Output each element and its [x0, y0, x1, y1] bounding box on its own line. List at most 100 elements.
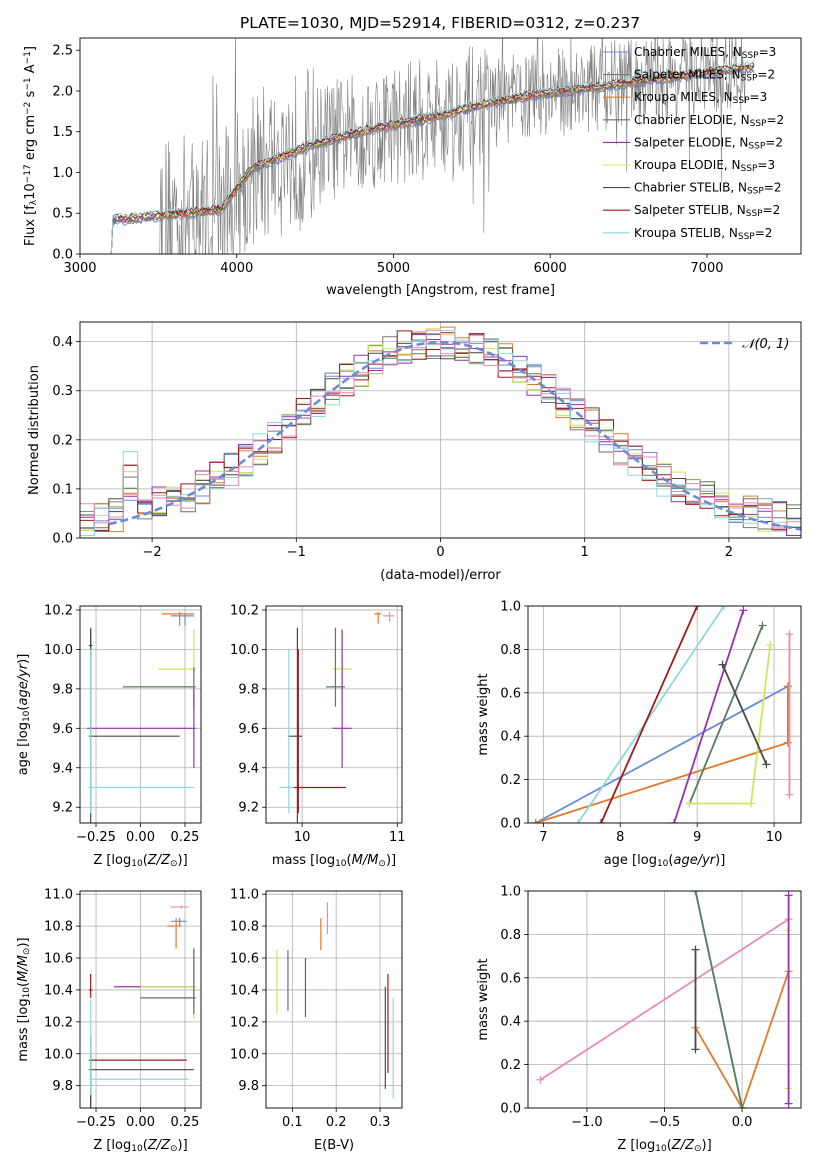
errorbar [140, 954, 196, 1019]
legend-entry: Kroupa MILES, NSSP=3 [634, 90, 767, 106]
chart-title: PLATE=1030, MJD=52914, FIBERID=0312, z=0… [240, 14, 640, 32]
weight-marker [597, 819, 606, 823]
y-tick-label: 11.0 [230, 888, 259, 903]
x-axis-label: Z [log10(Z/Z⊙)] [93, 1138, 187, 1154]
y-tick-label: 10.0 [230, 643, 259, 658]
y-tick-label: 0.3 [52, 384, 73, 399]
axes-weight-vs-Z: −1.0 −0.5 0.0 0.0 0.2 0.4 0.6 0.8 1.0 Z [log10(Z/… [476, 885, 802, 1154]
errorbar [113, 948, 196, 1016]
x-axis-label: (data-model)/error [380, 568, 501, 583]
axis-label-part: ⊙ [22, 948, 32, 956]
weight-marker [536, 1075, 545, 1084]
legend-entry: Kroupa STELIB, NSSP=2 [634, 226, 772, 242]
weight-marker [739, 606, 748, 615]
axis-label-part: Z [log [93, 1138, 131, 1153]
axis-label-part: mass [log [272, 853, 335, 868]
errorbar [88, 973, 93, 998]
errorbar [170, 613, 194, 626]
axis-label-part: =3 [759, 45, 777, 59]
y-tick-label: 9.2 [238, 801, 259, 816]
y-tick-label: 0.1 [52, 482, 73, 497]
weight-marker [718, 660, 727, 669]
y-tick-label: 0.6 [500, 971, 521, 986]
errorbar [88, 627, 180, 823]
x-tick-label: 7 [539, 830, 547, 845]
axis-label-part: SSP [742, 51, 759, 61]
errorbar [170, 918, 187, 927]
y-tick-label: 0.2 [500, 773, 521, 788]
y-tick-label: 1.5 [52, 125, 73, 140]
histogram-step [80, 333, 801, 532]
x-tick-label: 0.25 [171, 1115, 200, 1130]
axis-label-part: erg cm [23, 115, 38, 164]
axis-label-part: =2 [765, 135, 783, 149]
weight-marker [783, 682, 792, 691]
y-axis-label: mass weight [476, 673, 491, 755]
legend-entry: Salpeter STELIB, NSSP=2 [634, 203, 780, 219]
weight-marker [762, 760, 771, 769]
axis-label-part: =3 [750, 90, 768, 104]
axis-label-part: 10 [22, 987, 32, 999]
axis-label-part: M/M [16, 955, 31, 982]
y-tick-label: 0.4 [52, 335, 73, 350]
axis-label-part: =2 [755, 226, 773, 240]
plot-area [87, 611, 196, 823]
axis-label-part: ( [347, 853, 352, 868]
plot-area [279, 611, 395, 823]
axis-label-part: Z/Z [147, 1138, 171, 1153]
axis-label-part: ( [143, 853, 148, 868]
axis-label-part: −1 [23, 77, 33, 90]
errorbar [170, 905, 189, 909]
axes-frame [79, 605, 202, 824]
axis-label-part: Chabrier MILES, N [634, 45, 742, 59]
x-tick-label: 8 [616, 830, 624, 845]
axis-label-part: )] [386, 853, 396, 868]
axis-label-part: age/yr [673, 853, 716, 868]
errorbar [287, 627, 303, 823]
axis-label-part: )] [16, 654, 31, 664]
y-tick-label: 2.5 [52, 44, 73, 59]
axis-label-part: A [23, 64, 38, 77]
axis-label-part: 10 [23, 183, 38, 200]
plot-area [531, 606, 794, 823]
x-tick-label: 5000 [377, 261, 410, 276]
plot-area [536, 891, 793, 1108]
weight-line [688, 625, 764, 804]
weight-line [535, 685, 789, 823]
axis-label-part: Flux [f [23, 205, 38, 246]
y-tick-label: 10.6 [44, 952, 73, 967]
weight-marker [783, 738, 792, 747]
axis-label-part: ( [16, 982, 31, 987]
axis-label-part: Salpeter MILES, N [634, 68, 741, 82]
y-tick-label: 10.2 [44, 1015, 73, 1030]
x-tick-label: 0.1 [282, 1115, 303, 1130]
axes-frame [265, 890, 403, 1109]
model-line-kroupa-elodie [110, 63, 755, 254]
axis-label-part: Kroupa MILES, N [634, 90, 733, 104]
y-tick-label: 9.6 [238, 722, 259, 737]
y-tick-label: 9.6 [52, 722, 73, 737]
weight-marker [747, 799, 756, 808]
weight-marker [691, 945, 700, 954]
x-tick-label: 10 [766, 830, 783, 845]
x-tick-label: 0.00 [126, 830, 155, 845]
x-tick-label: 10 [294, 830, 311, 845]
weight-marker [785, 630, 794, 639]
axis-label-part: )] [16, 937, 31, 947]
x-tick-label: 0.0 [732, 1115, 753, 1130]
model-line-kroupa-miles [110, 66, 755, 254]
x-axis-label: age [log10(age/yr)] [604, 853, 726, 869]
x-tick-label: 0.25 [171, 830, 200, 845]
axis-label-part: )] [178, 1138, 188, 1153]
y-tick-label: 1.0 [500, 885, 521, 900]
axis-label-part: age [log [604, 853, 657, 868]
x-tick-label: −1.0 [571, 1115, 603, 1130]
axis-label-part: 10 [335, 859, 347, 869]
weight-line [539, 918, 790, 1081]
axis-label-part: SSP [747, 187, 764, 197]
axis-label-part: Salpeter ELODIE, N [634, 135, 748, 149]
weight-line [721, 664, 768, 765]
axis-label-part: ( [143, 1138, 148, 1153]
y-tick-label: 9.8 [238, 682, 259, 697]
